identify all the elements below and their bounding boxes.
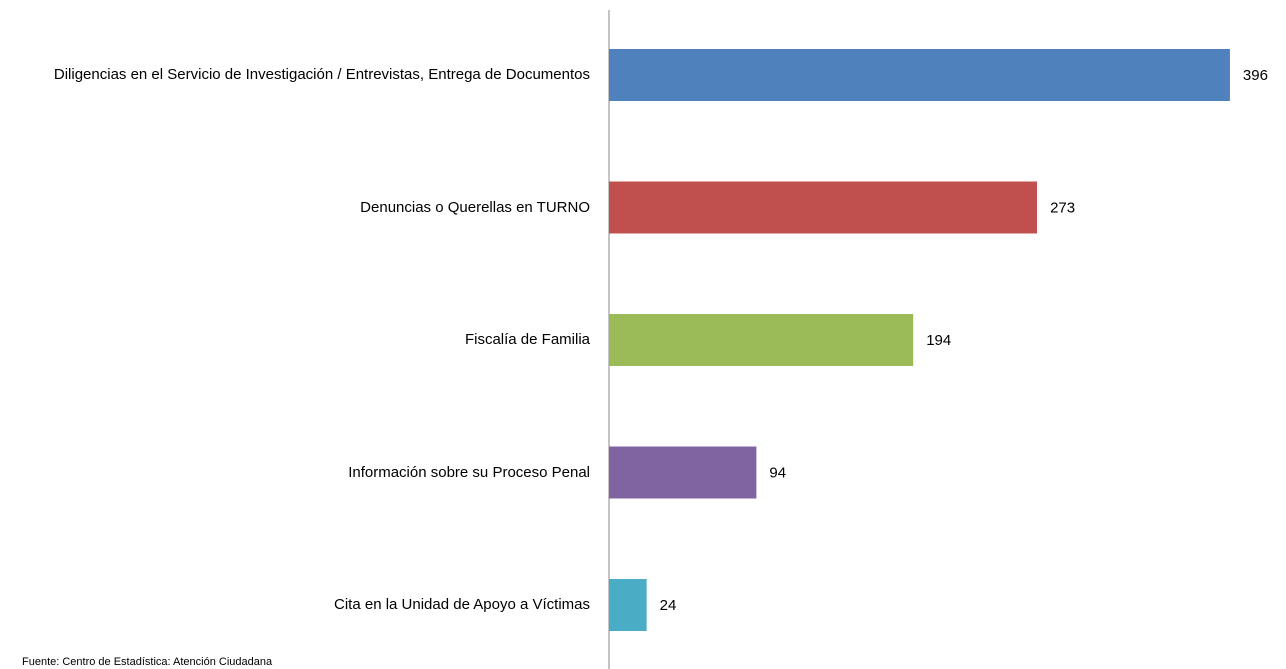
category-label: Cita en la Unidad de Apoyo a Víctimas — [334, 596, 590, 613]
category-label: Información sobre su Proceso Penal — [348, 463, 590, 481]
data-label: 24 — [660, 597, 677, 614]
bar — [609, 314, 914, 366]
source-note: Fuente: Centro de Estadística: Atención … — [22, 656, 273, 668]
data-label: 94 — [769, 464, 786, 481]
bar — [609, 579, 647, 631]
bar — [609, 181, 1038, 234]
bar — [609, 446, 757, 499]
category-label: Fiscalía de Familia — [464, 331, 590, 348]
data-label: 194 — [926, 332, 951, 349]
data-label: 273 — [1050, 199, 1075, 216]
bar — [609, 49, 1230, 101]
data-label: 396 — [1243, 67, 1268, 84]
category-label: Diligencias en el Servicio de Investigac… — [53, 66, 590, 83]
category-label: Denuncias o Querellas en TURNO — [360, 198, 590, 216]
